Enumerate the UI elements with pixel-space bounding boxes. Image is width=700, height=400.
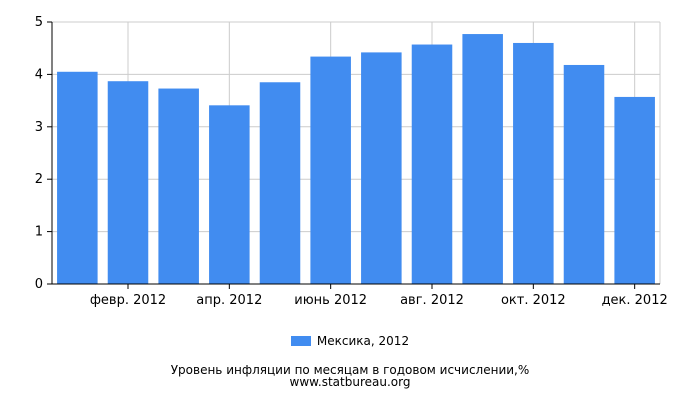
legend: Мексика, 2012 (0, 332, 700, 350)
legend-swatch (290, 336, 311, 346)
bar (411, 44, 453, 285)
x-tick-label: авг. 2012 (400, 293, 464, 308)
bar (361, 52, 402, 284)
y-tick-label: 0 (35, 277, 43, 292)
y-tick-label: 2 (35, 172, 43, 187)
x-tick-label: июнь 2012 (294, 293, 367, 308)
bar (57, 71, 98, 284)
bar (259, 82, 301, 284)
y-tick-label: 5 (35, 15, 43, 30)
bar (209, 105, 250, 284)
chart-plot: 0 1 2 3 4 5 февр. 2012 апр. 2012 июнь 2012 авг. 2… (35, 15, 668, 308)
y-tick-label: 1 (35, 225, 43, 240)
bar (614, 96, 655, 284)
legend-label: Мексика, 2012 (316, 334, 410, 348)
x-tick-label: апр. 2012 (196, 293, 262, 308)
bar (107, 81, 149, 284)
bar (462, 34, 503, 284)
bar (563, 64, 605, 284)
y-tick-label: 3 (35, 120, 43, 135)
x-tick-label: окт. 2012 (501, 293, 566, 308)
x-tick-label: февр. 2012 (90, 293, 166, 308)
plot-area (52, 22, 660, 284)
bar (158, 88, 199, 284)
x-tick-label: дек. 2012 (602, 293, 668, 308)
bar (310, 56, 351, 284)
bar (513, 42, 554, 285)
chart-title: Уровень инфляции по месяцам в годовом ис… (170, 363, 530, 377)
y-tick-label: 4 (35, 67, 43, 82)
chart-source: www.statbureau.org (289, 375, 411, 389)
